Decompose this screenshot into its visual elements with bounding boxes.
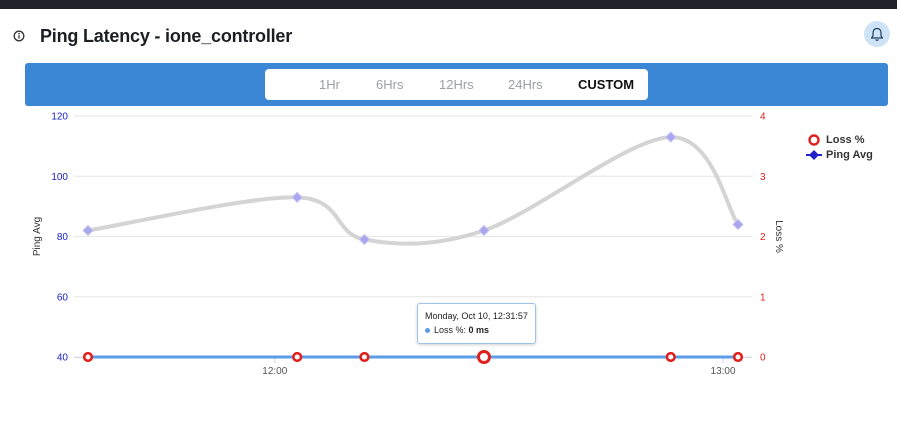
legend-item-ping[interactable]: Ping Avg <box>806 147 873 162</box>
tooltip-value: 0 ms <box>468 325 490 335</box>
range-1hr-button[interactable]: 1Hr <box>319 77 340 92</box>
loss-point <box>476 350 491 364</box>
bell-icon[interactable] <box>864 21 890 47</box>
loss-point <box>292 351 303 363</box>
x-tick-label: 12:00 <box>262 366 287 377</box>
range-custom-button[interactable]: CUSTOM <box>578 77 635 92</box>
tooltip-series-row: Loss %: 0 ms <box>425 325 489 335</box>
tooltip-series-name: Loss % <box>434 325 464 335</box>
right-tick-label: 0 <box>760 353 766 364</box>
widget-title: Ping Latency - ione_controller <box>40 26 293 46</box>
chart-legend: Loss % Ping Avg <box>806 132 873 162</box>
tooltip-date: Monday, Oct 10, 12:31:57 <box>425 311 528 321</box>
chart-tooltip: Monday, Oct 10, 12:31:57 Loss %: 0 ms <box>417 303 536 344</box>
legend-loss-label: Loss % <box>826 133 865 146</box>
range-12hrs-button[interactable]: 12Hrs <box>439 77 474 92</box>
ping-avg-point <box>291 191 303 204</box>
loss-point <box>359 351 370 363</box>
left-tick-label: 60 <box>57 292 69 303</box>
loss-point <box>665 351 676 363</box>
left-tick-label: 100 <box>51 172 68 183</box>
ping-avg-point <box>82 224 94 237</box>
tooltip-series-dot <box>425 328 430 334</box>
left-axis-title: Ping Avg <box>32 217 43 256</box>
right-tick-label: 2 <box>760 232 766 243</box>
right-tick-label: 1 <box>760 292 766 303</box>
ping-avg-point <box>478 224 490 237</box>
right-tick-label: 3 <box>760 172 766 183</box>
top-strip <box>0 0 897 9</box>
range-6hrs-button[interactable]: 6Hrs <box>376 77 404 92</box>
range-selector: 1Hr 6Hrs 12Hrs 24Hrs CUSTOM <box>265 69 648 100</box>
legend-ping-marker-icon <box>806 149 822 160</box>
ping-avg-point <box>665 131 677 143</box>
left-tick-label: 40 <box>57 353 69 364</box>
left-tick-label: 80 <box>57 232 69 243</box>
info-icon[interactable] <box>13 30 25 42</box>
right-axis-title: Loss % <box>773 220 784 253</box>
x-tick-label: 13:00 <box>711 366 736 377</box>
ping-avg-point <box>358 233 371 246</box>
right-tick-label: 4 <box>760 112 766 123</box>
left-tick-label: 120 <box>51 112 68 123</box>
legend-ping-label: Ping Avg <box>826 148 873 161</box>
legend-item-loss[interactable]: Loss % <box>806 132 873 147</box>
legend-loss-marker-icon <box>808 133 820 146</box>
loss-point <box>82 351 94 363</box>
range-24hrs-button[interactable]: 24Hrs <box>508 77 543 92</box>
ping-avg-line <box>86 135 740 246</box>
ping-avg-point <box>732 218 744 231</box>
loss-point <box>732 351 744 363</box>
